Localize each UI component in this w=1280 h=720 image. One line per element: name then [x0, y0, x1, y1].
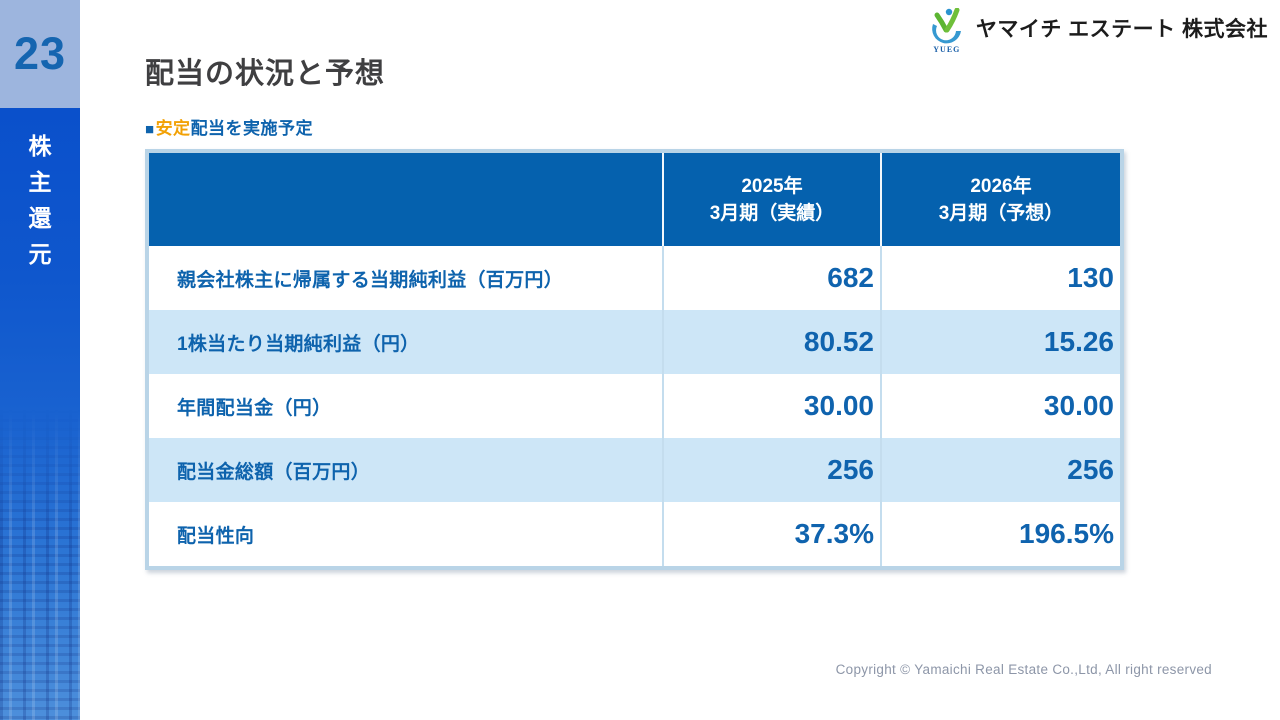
table-row: 1株当たり当期純利益（円） 80.52 15.26	[149, 310, 1120, 374]
row-label: 配当金総額（百万円）	[149, 438, 664, 502]
section-label-char: 元	[28, 241, 52, 267]
section-label-vertical: 株 主 還 元	[0, 128, 80, 272]
row-forecast-value: 30.00	[882, 374, 1120, 438]
row-actual-value: 37.3%	[664, 502, 882, 566]
dividend-table: 2025年 3月期（実績） 2026年 3月期（予想） 親会社株主に帰属する当期…	[145, 149, 1124, 570]
subtitle-highlight: 安定	[155, 119, 191, 138]
page-title: 配当の状況と予想	[145, 58, 386, 90]
row-forecast-value: 256	[882, 438, 1120, 502]
row-forecast-value: 196.5%	[882, 502, 1120, 566]
header-period: 3月期（実績）	[709, 202, 835, 224]
city-skyline-image	[0, 410, 80, 720]
page-number: 23	[13, 28, 67, 79]
subtitle-rest: 配当を実施予定	[190, 119, 314, 138]
section-subtitle: ■安定配当を実施予定	[145, 114, 313, 139]
row-actual-value: 256	[664, 438, 882, 502]
table-header-empty-cell	[149, 153, 664, 246]
sidebar-background: 株 主 還 元	[0, 108, 80, 720]
row-actual-value: 80.52	[664, 310, 882, 374]
table-row: 親会社株主に帰属する当期純利益（百万円） 682 130	[149, 246, 1120, 310]
table-row: 配当金総額（百万円） 256 256	[149, 438, 1120, 502]
page-number-box: 23	[0, 0, 80, 108]
table-row: 年間配当金（円） 30.00 30.00	[149, 374, 1120, 438]
table-header-fy2025: 2025年 3月期（実績）	[664, 153, 882, 246]
company-logo-icon: YUEG	[927, 8, 967, 54]
section-label-char: 還	[28, 205, 52, 231]
table-header-fy2026: 2026年 3月期（予想）	[882, 153, 1120, 246]
row-label: 1株当たり当期純利益（円）	[149, 310, 664, 374]
section-label-char: 株	[28, 133, 52, 159]
row-actual-value: 682	[664, 246, 882, 310]
logo-swirl-icon	[931, 8, 961, 44]
row-label: 親会社株主に帰属する当期純利益（百万円）	[149, 246, 664, 310]
row-actual-value: 30.00	[664, 374, 882, 438]
header-year: 2026年	[970, 175, 1032, 197]
company-logo: YUEG ヤマイチ エステート 株式会社	[927, 8, 1268, 54]
section-label-char: 主	[28, 169, 52, 195]
logo-mark-text: YUEG	[933, 45, 961, 54]
header-period: 3月期（予想）	[938, 202, 1064, 224]
row-forecast-value: 130	[882, 246, 1120, 310]
copyright-text: Copyright © Yamaichi Real Estate Co.,Ltd…	[835, 662, 1212, 677]
company-name: ヤマイチ エステート 株式会社	[975, 18, 1268, 41]
square-bullet-icon: ■	[145, 121, 155, 138]
table-header-row: 2025年 3月期（実績） 2026年 3月期（予想）	[149, 153, 1120, 246]
table-row: 配当性向 37.3% 196.5%	[149, 502, 1120, 566]
row-label: 年間配当金（円）	[149, 374, 664, 438]
row-label: 配当性向	[149, 502, 664, 566]
sidebar: 23 株 主 還 元	[0, 0, 80, 720]
header-year: 2025年	[741, 175, 803, 197]
row-forecast-value: 15.26	[882, 310, 1120, 374]
